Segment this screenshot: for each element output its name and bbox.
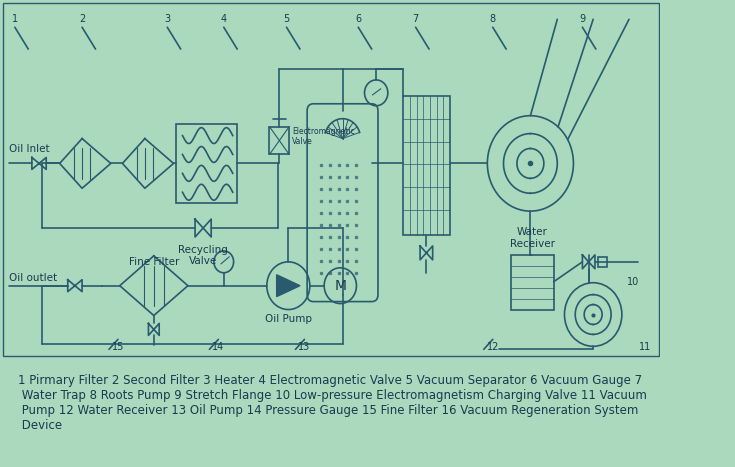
- Text: 9: 9: [579, 14, 586, 24]
- Text: 12: 12: [487, 342, 499, 352]
- Text: 7: 7: [412, 14, 419, 24]
- Text: Electromagnetic
Valve: Electromagnetic Valve: [292, 127, 354, 146]
- Text: Fine Filter: Fine Filter: [129, 257, 179, 267]
- Polygon shape: [276, 275, 300, 297]
- Text: 11: 11: [639, 342, 651, 352]
- Text: 3: 3: [164, 14, 171, 24]
- Bar: [270, 127, 289, 155]
- Text: M: M: [334, 279, 346, 293]
- Bar: [403, 96, 450, 235]
- Text: 2: 2: [79, 14, 85, 24]
- Text: Valve: Valve: [189, 256, 218, 266]
- Text: 6: 6: [355, 14, 362, 24]
- Text: Oil outlet: Oil outlet: [9, 273, 57, 283]
- Text: 10: 10: [628, 277, 639, 287]
- Text: 15: 15: [112, 342, 124, 352]
- Text: 14: 14: [212, 342, 224, 352]
- Text: Oil Pump: Oil Pump: [265, 314, 312, 325]
- Bar: [511, 255, 553, 310]
- Text: 1 Pirmary Filter 2 Second Filter 3 Heater 4 Electromagnetic Valve 5 Vacuum Separ: 1 Pirmary Filter 2 Second Filter 3 Heate…: [18, 374, 646, 432]
- Bar: [598, 257, 606, 267]
- Text: 8: 8: [490, 14, 496, 24]
- Text: 4: 4: [220, 14, 227, 24]
- Bar: [176, 124, 237, 203]
- Text: Recycling: Recycling: [178, 245, 228, 255]
- Text: Water: Water: [517, 227, 548, 237]
- Bar: [3, 3, 659, 356]
- Text: Receiver: Receiver: [509, 239, 555, 249]
- Text: 13: 13: [298, 342, 311, 352]
- Text: 5: 5: [284, 14, 290, 24]
- Text: 1: 1: [12, 14, 18, 24]
- Text: Oil Inlet: Oil Inlet: [9, 143, 49, 154]
